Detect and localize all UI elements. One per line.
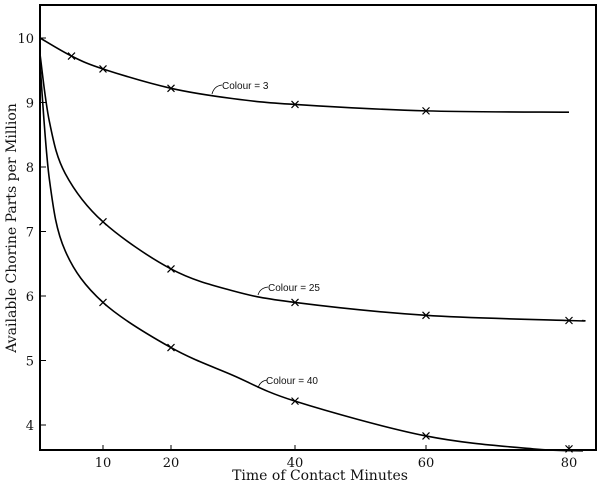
annotation-colour-40: Colour = 40 bbox=[257, 376, 318, 389]
x-tick-label: 40 bbox=[287, 456, 304, 471]
data-point-marker bbox=[167, 84, 175, 93]
annotation-colour-25: Colour = 25 bbox=[257, 283, 320, 296]
y-tick-label: 5 bbox=[26, 355, 34, 370]
y-tick-label: 6 bbox=[26, 290, 34, 305]
y-tick-label: 10 bbox=[17, 32, 34, 47]
series-line-0 bbox=[39, 37, 570, 113]
data-point-marker bbox=[291, 100, 299, 109]
y-axis-label: Available Chorine Parts per Million bbox=[4, 103, 20, 354]
y-tick-label: 9 bbox=[26, 97, 34, 112]
data-point-marker bbox=[291, 397, 299, 406]
plot-frame bbox=[39, 4, 597, 451]
x-axis-ticks: 10 20 40 60 80 bbox=[95, 445, 578, 471]
x-tick-label: 20 bbox=[163, 456, 180, 471]
data-point-marker bbox=[167, 343, 175, 352]
svg-text:Colour = 25: Colour = 25 bbox=[268, 283, 320, 294]
data-point-marker bbox=[565, 316, 573, 325]
data-point-marker bbox=[422, 106, 430, 115]
series-curves bbox=[39, 37, 586, 452]
svg-text:Colour = 3: Colour = 3 bbox=[222, 81, 269, 92]
data-point-marker bbox=[99, 298, 107, 307]
series-line-1 bbox=[39, 54, 586, 322]
data-point-marker bbox=[422, 311, 430, 320]
svg-text:Colour = 40: Colour = 40 bbox=[266, 376, 318, 387]
x-tick-label: 60 bbox=[418, 456, 435, 471]
data-point-marker bbox=[99, 65, 107, 73]
data-point-marker bbox=[167, 264, 175, 273]
data-point-marker bbox=[67, 52, 76, 60]
annotation-colour-3: Colour = 3 bbox=[211, 81, 269, 95]
y-axis-ticks: 4 5 6 7 8 9 10 bbox=[17, 32, 46, 434]
data-point-marker bbox=[99, 217, 107, 226]
x-tick-label: 80 bbox=[561, 456, 578, 471]
series-line-2 bbox=[39, 63, 584, 452]
y-tick-label: 7 bbox=[26, 226, 34, 241]
y-tick-label: 8 bbox=[26, 161, 34, 176]
data-point-marker bbox=[291, 298, 299, 307]
y-tick-label: 4 bbox=[26, 419, 34, 434]
x-axis-label: Time of Contact Minutes bbox=[232, 468, 408, 484]
x-tick-label: 10 bbox=[95, 456, 112, 471]
series-markers bbox=[67, 52, 573, 453]
data-point-marker bbox=[422, 432, 430, 440]
data-point-marker bbox=[565, 444, 573, 453]
